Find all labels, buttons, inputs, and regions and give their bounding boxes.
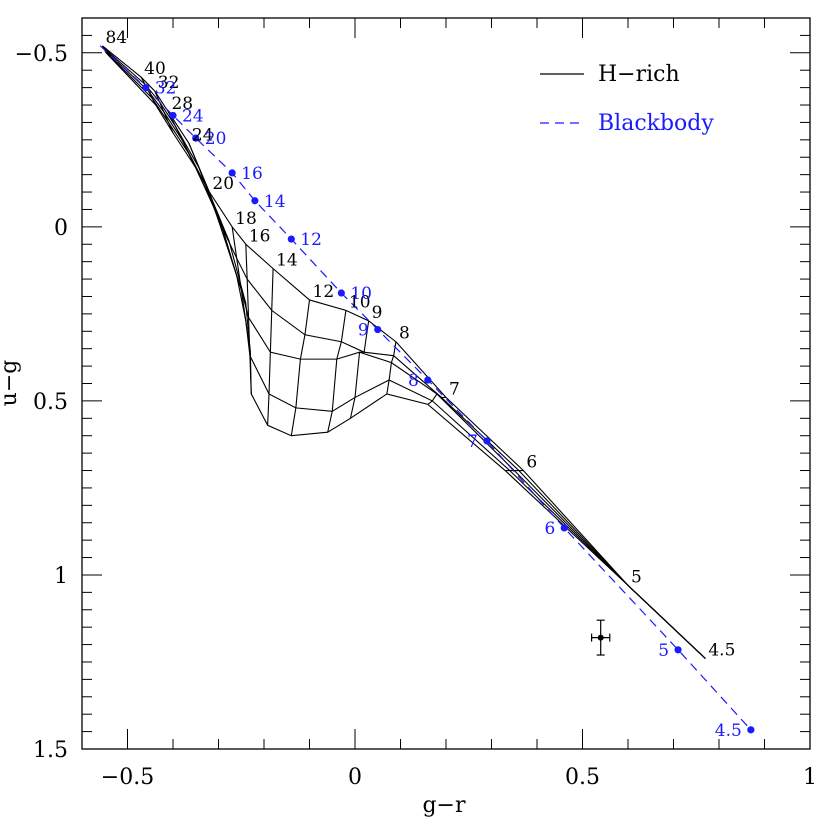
hrich-temp-label: 84 [105,28,127,48]
hrich-temp-label: 28 [171,94,193,114]
blackbody-point [287,235,295,243]
blackbody-point [424,376,432,384]
y-tick-label: −0.5 [15,42,68,67]
y-tick-label: 1.5 [33,738,68,763]
blackbody-temp-label: 4.5 [715,721,742,741]
hrich-temp-label: 10 [349,292,371,312]
legend-hrich-label: H−rich [598,62,680,87]
hrich-isotherm [167,111,197,168]
y-tick-labels: −0.5 0 0.5 1 1.5 [15,42,68,763]
hrich-isotherm [267,268,274,426]
plot-frame [81,17,811,750]
blackbody-temp-label: 5 [658,641,669,661]
hrich-temp-label: 24 [192,125,214,145]
hrich-temp-label: 4.5 [708,641,735,661]
x-tick-label: 1 [803,765,817,790]
blackbody-point [337,289,345,297]
hrich-temp-label: 18 [235,209,257,229]
hrich-temp-label: 40 [144,59,166,79]
hrich-isotherm [386,341,397,395]
blackbody-temp-label: 24 [182,106,204,126]
hrich-model-grid [101,45,706,659]
observed-point [590,619,611,656]
temperature-labels: 8440322824201816141210987654.53224201614… [105,28,741,741]
y-tick-label: 0 [54,216,68,241]
hrich-isotherm [245,244,252,394]
x-tick-label: 0.5 [565,765,600,790]
hrich-temp-label: 6 [526,453,537,473]
y-axis-label: u−g [0,360,22,407]
blackbody-point [483,437,491,445]
hrich-temp-label: 32 [158,73,180,93]
hrich-temp-label: 16 [249,226,271,246]
x-axis-label: g−r [422,793,466,818]
x-tick-labels: −0.5 0 0.5 1 [101,765,817,790]
blackbody-temp-label: 12 [300,230,322,250]
hrich-temp-label: 20 [212,174,234,194]
hrich-isotherm [349,320,370,419]
blackbody-temp-label: 6 [544,519,555,539]
hrich-temp-label: 8 [399,324,410,344]
blackbody-temp-label: 14 [264,192,286,212]
x-tick-label: −0.5 [101,765,154,790]
blackbody-temp-label: 7 [467,432,478,452]
hrich-isotherm [290,299,311,436]
blackbody-point [560,524,568,532]
blackbody-temp-label: 8 [408,371,419,391]
blackbody-temp-label: 32 [155,79,177,99]
x-tick-label: 0 [348,765,362,790]
hrich-temp-label: 14 [276,251,298,271]
blackbody-point [169,111,177,120]
blackbody-temp-label: 9 [358,321,369,341]
hrich-temp-label: 7 [449,379,460,399]
legend-blackbody-label: Blackbody [598,111,714,136]
hrich-isotherm [188,143,230,241]
blackbody-temp-label: 10 [350,284,372,304]
blackbody-temp-label: 16 [241,164,263,184]
y-tick-label: 0.5 [33,390,68,415]
observed-marker [597,634,604,641]
legend: H−rich Blackbody [540,62,714,136]
hrich-temp-label: 5 [631,567,642,587]
hrich-temp-label: 9 [372,303,383,323]
hrich-isotherm [427,393,446,405]
hrich-isotherm [208,191,247,304]
blackbody-series [99,45,755,734]
blackbody-point [228,169,236,177]
y-tick-label: 1 [54,564,68,589]
blackbody-point [142,84,150,92]
blackbody-point [674,646,682,654]
hrich-isotherm [231,226,251,353]
blackbody-line [99,45,752,731]
blackbody-temp-label: 20 [205,129,227,149]
blackbody-point [192,134,200,142]
hrich-temp-label: 12 [313,282,335,302]
blackbody-point [374,325,382,334]
hrich-isotherm [327,310,347,433]
blackbody-point [747,726,755,734]
blackbody-point [251,197,259,205]
hrich-isotherm [154,90,174,134]
